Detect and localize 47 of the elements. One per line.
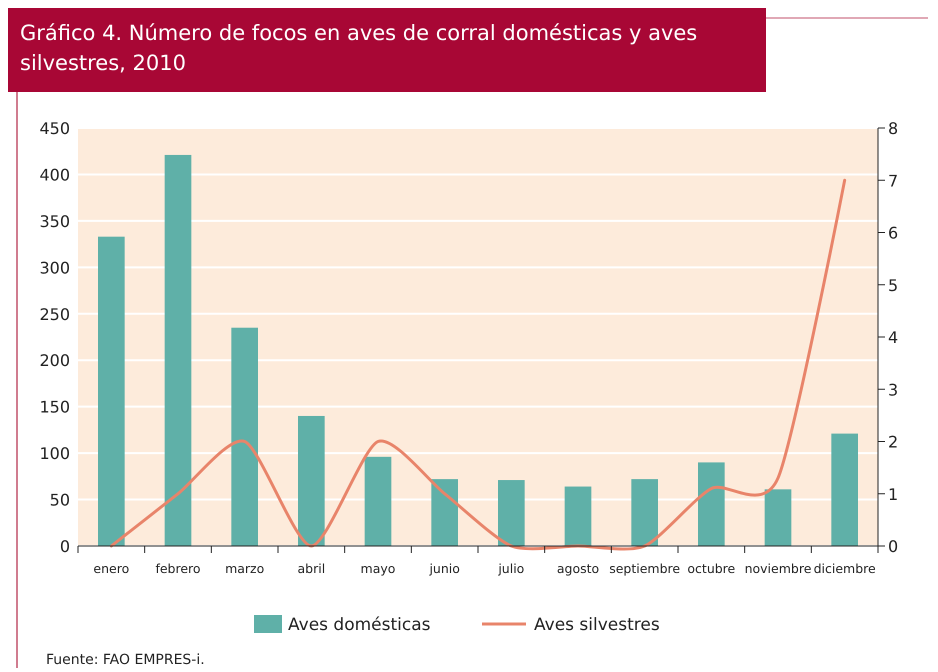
y-tick-label: 0 [60,537,70,556]
x-tick-label: febrero [155,561,201,576]
y2-tick-label: 0 [888,537,898,556]
bar [298,416,325,546]
y2-tick-label: 1 [888,484,898,504]
chart-title: Gráfico 4. Número de focos en aves de corral domésticas y aves silvestres, 2010 [19,20,698,77]
x-tick-label: agosto [556,561,600,576]
bar [498,480,525,546]
y2-tick-label: 2 [888,432,898,452]
bar [631,479,658,546]
bar [98,236,125,546]
x-tick-label: abril [297,561,326,576]
y-tick-label: 100 [39,444,70,464]
source-note: Fuente: FAO EMPRES-i. [46,652,205,668]
bar [564,486,592,546]
y-tick-label: 200 [39,351,70,370]
y2-tick-label: 3 [888,380,898,400]
x-tick-label: diciembre [814,561,876,576]
x-tick-label: enero [93,561,130,576]
y-tick-label: 400 [39,165,70,184]
y-tick-label: 450 [39,119,70,138]
x-tick-label: octubre [687,561,736,576]
y2-tick-label: 4 [888,328,898,347]
y-tick-label: 250 [39,304,70,324]
x-tick-label: noviembre [744,561,812,576]
y2-tick-label: 5 [888,276,898,295]
x-tick-label: mayo [360,561,396,576]
x-tick-label: marzo [225,561,264,576]
bar [698,462,725,546]
y-tick-label: 350 [39,212,70,231]
bar [764,489,792,546]
bar [164,154,192,546]
x-tick-label: julio [497,561,524,576]
bar [831,434,858,546]
y2-tick-label: 6 [888,224,898,242]
x-tick-label: septiembre [609,561,680,576]
legend-label: Aves domésticas [288,615,431,635]
bar [364,456,392,546]
legend-label: Aves silvestres [534,615,660,635]
bar [431,479,458,546]
y-tick-label: 150 [39,398,70,417]
y2-tick-label: 8 [888,119,898,138]
x-tick-label: junio [428,561,460,576]
y-tick-label: 50 [50,490,70,510]
bar [231,328,258,546]
y2-tick-label: 7 [888,171,898,190]
y-tick-label: 300 [39,258,70,278]
